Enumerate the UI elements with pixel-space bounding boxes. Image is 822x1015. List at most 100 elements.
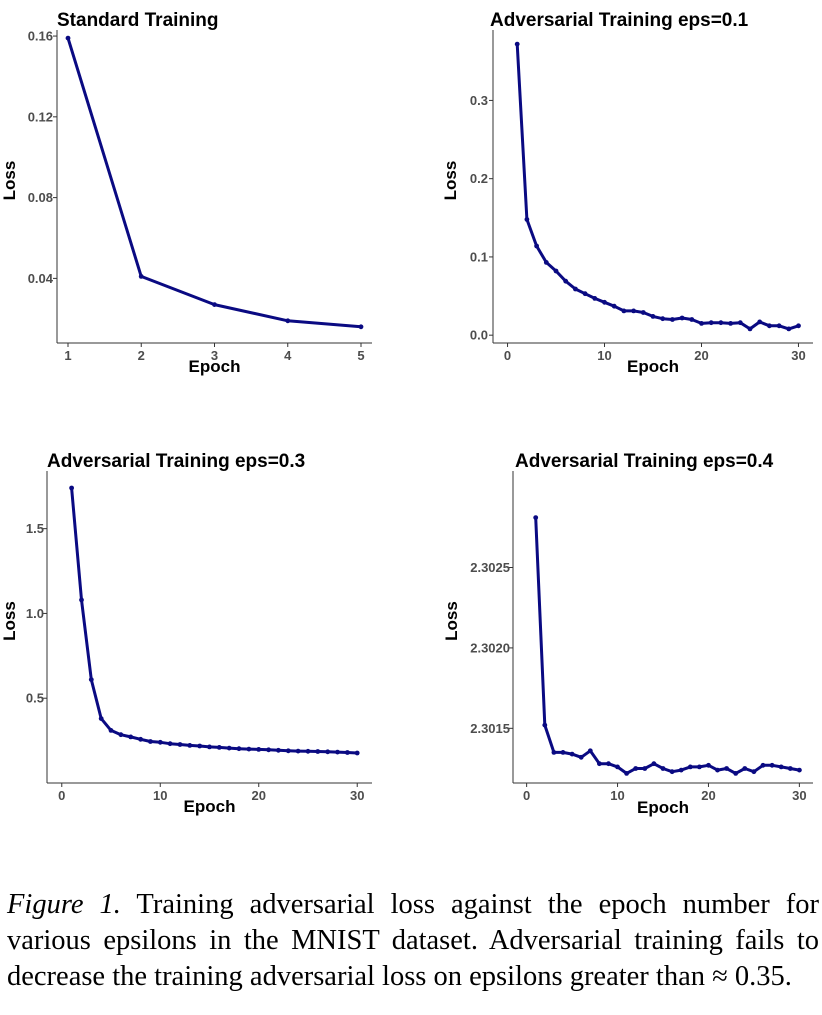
data-point	[689, 317, 695, 322]
data-point	[715, 767, 720, 773]
chart-title: Standard Training	[57, 10, 219, 31]
data-point	[563, 278, 569, 284]
data-point	[315, 749, 321, 754]
y-axis-title: Loss	[0, 161, 19, 201]
x-tick-label: 30	[792, 788, 806, 803]
data-point	[670, 317, 675, 322]
data-point	[276, 747, 281, 753]
data-point	[65, 35, 71, 41]
data-point	[640, 310, 646, 315]
data-point	[606, 761, 611, 767]
y-tick-label: 0.04	[28, 271, 54, 286]
x-axis-title: Epoch	[184, 797, 236, 816]
data-point	[706, 762, 711, 768]
data-point	[660, 316, 666, 322]
data-point	[216, 745, 222, 750]
data-point	[597, 761, 602, 767]
data-point	[138, 736, 144, 742]
chart-title: Adversarial Training eps=0.3	[47, 451, 305, 472]
data-point	[138, 274, 144, 279]
data-point	[560, 750, 566, 755]
loss-series-line	[66, 37, 362, 329]
data-point	[325, 749, 331, 755]
data-point	[767, 323, 772, 329]
data-point	[733, 771, 739, 776]
data-point	[246, 746, 252, 752]
data-point	[128, 734, 134, 740]
y-tick-label: 2.3025	[470, 560, 510, 575]
x-tick-label: 2	[138, 348, 145, 363]
y-axis-title: Loss	[0, 601, 19, 641]
data-point	[724, 766, 729, 771]
x-tick-label: 10	[597, 348, 611, 363]
data-point	[769, 762, 775, 768]
data-point	[79, 597, 84, 603]
data-point	[660, 766, 666, 771]
data-point	[187, 743, 193, 748]
data-point	[697, 764, 702, 770]
data-point	[602, 299, 607, 305]
figure-caption: Figure 1. Training adversarial loss agai…	[7, 887, 819, 995]
data-point	[776, 323, 782, 329]
y-tick-label: 0.12	[28, 109, 53, 124]
data-point	[582, 291, 588, 297]
data-point	[543, 260, 549, 265]
data-point	[266, 747, 271, 753]
y-tick-label: 0.08	[28, 190, 53, 205]
x-tick-label: 0	[504, 348, 511, 363]
x-tick-label: 5	[357, 348, 364, 363]
data-point	[534, 243, 539, 249]
figure-caption-label: Figure 1.	[7, 888, 121, 920]
data-point	[679, 315, 685, 321]
data-point	[212, 302, 217, 307]
data-point	[687, 764, 693, 770]
data-point	[157, 739, 163, 745]
chart-title: Adversarial Training eps=0.1	[490, 10, 749, 31]
chart-title: Adversarial Training eps=0.4	[515, 451, 774, 472]
data-point	[737, 320, 743, 326]
data-point	[797, 767, 802, 773]
data-point	[786, 326, 792, 332]
data-point	[592, 296, 598, 301]
x-tick-label: 0	[523, 788, 530, 803]
x-tick-label: 20	[701, 788, 715, 803]
data-point	[699, 321, 704, 326]
data-point	[551, 750, 557, 755]
data-point	[295, 748, 301, 754]
data-point	[587, 748, 593, 754]
y-tick-label: 2.3015	[470, 721, 510, 736]
data-point	[69, 485, 74, 491]
data-point	[718, 320, 724, 326]
x-tick-label: 10	[153, 788, 167, 803]
data-point	[796, 323, 801, 329]
data-point	[728, 321, 733, 326]
data-point	[226, 745, 232, 751]
chart-panel-2: Adversarial Training eps=0.1 0 10 20 30 0.0 0.…	[441, 10, 813, 376]
x-tick-label: 4	[284, 348, 292, 363]
data-point	[651, 761, 657, 767]
data-point	[553, 268, 559, 274]
data-point	[542, 722, 548, 728]
figure-caption-text: Training adversarial loss against the ep…	[7, 888, 819, 992]
data-point	[305, 748, 311, 754]
x-tick-label: 30	[791, 348, 805, 363]
data-point	[207, 744, 212, 750]
data-point	[631, 308, 636, 314]
chart-panel-4: Adversarial Training eps=0.4 0 10 20 30 2.301…	[442, 451, 813, 817]
x-axis-title: Epoch	[637, 798, 689, 817]
y-tick-label: 1.0	[26, 606, 44, 621]
data-point	[611, 303, 617, 309]
data-point	[285, 318, 291, 324]
y-tick-label: 0.3	[470, 93, 488, 108]
x-axis-title: Epoch	[627, 357, 679, 376]
data-point	[285, 748, 291, 754]
x-tick-label: 30	[350, 788, 364, 803]
data-point	[751, 769, 757, 775]
data-point	[88, 677, 94, 682]
data-point	[633, 766, 639, 771]
y-tick-label: 0.16	[28, 29, 53, 44]
x-tick-label: 10	[610, 788, 624, 803]
data-point	[524, 217, 530, 222]
data-point	[615, 764, 620, 770]
data-point	[256, 747, 262, 752]
